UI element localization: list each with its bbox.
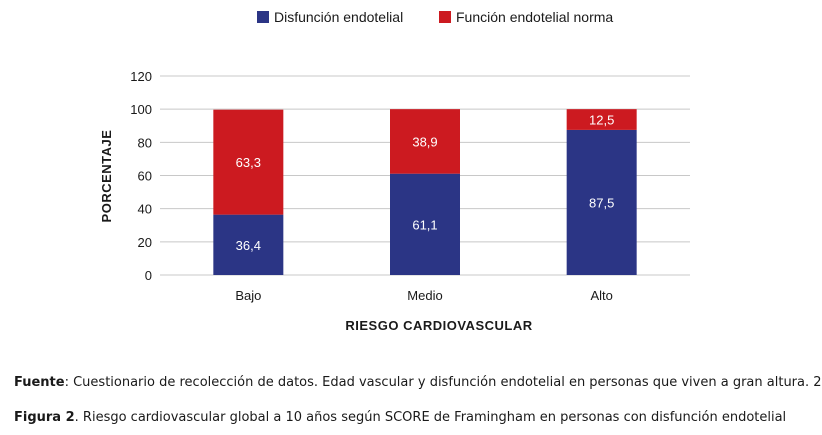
figure-text: . Riesgo cardiovascular global a 10 años…: [74, 410, 787, 425]
stacked-bar-chart: Disfunción endotelial Función endotelial …: [99, 9, 690, 333]
y-tick-label: 40: [138, 202, 152, 217]
bar-funcion-medio: [390, 109, 460, 174]
figure-caption: Figura 2. Riesgo cardiovascular global a…: [14, 410, 786, 425]
y-tick-label: 100: [130, 102, 152, 117]
data-label: 36,4: [236, 238, 261, 253]
bar-funcion-bajo: [213, 109, 284, 215]
y-axis-title: PORCENTAJE: [99, 130, 114, 223]
chart-legend: Disfunción endotelial Función endotelial …: [257, 9, 613, 25]
bar-disfuncion-bajo: [213, 214, 284, 275]
y-tick-label: 0: [145, 268, 152, 283]
data-label: 61,1: [412, 217, 437, 232]
bar-disfuncion-medio: [390, 173, 460, 275]
source-label: Fuente: [14, 375, 65, 390]
data-label: 87,5: [589, 195, 614, 210]
bar-funcion-alto: [566, 109, 637, 130]
data-label: 63,3: [236, 155, 261, 170]
source-caption: Fuente: Cuestionario de recolección de d…: [14, 375, 822, 390]
x-tick-label: Medio: [407, 288, 442, 303]
x-tick-label: Alto: [590, 288, 612, 303]
y-axis-ticks: 0 20 40 60 80 100 120: [130, 69, 152, 283]
data-label: 38,9: [412, 134, 437, 149]
x-tick-label: Bajo: [235, 288, 261, 303]
legend-swatch: [439, 11, 451, 23]
legend-label: Función endotelial norma: [456, 9, 613, 25]
bar-disfuncion-alto: [566, 129, 637, 275]
legend-label: Disfunción endotelial: [274, 9, 403, 25]
legend-swatch: [257, 11, 269, 23]
x-axis-ticks: Bajo Medio Alto: [235, 288, 613, 303]
y-tick-label: 120: [130, 69, 152, 84]
y-tick-label: 20: [138, 235, 152, 250]
data-label: 12,5: [589, 113, 614, 128]
figure-label: Figura 2: [14, 410, 75, 425]
x-axis-title: RIESGO CARDIOVASCULAR: [345, 318, 532, 333]
y-tick-label: 60: [138, 169, 152, 184]
chart-bars: 36,4 63,3 61,1 38,9 87,5 12,5: [213, 109, 637, 275]
source-text: : Cuestionario de recolección de datos. …: [64, 375, 822, 390]
y-tick-label: 80: [138, 135, 152, 150]
